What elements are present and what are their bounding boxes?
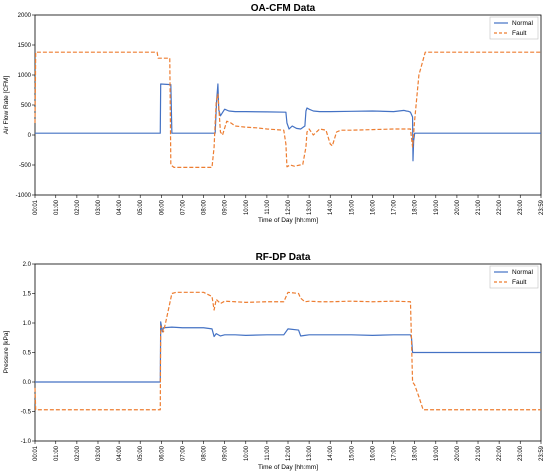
y-tick-label: 1000: [18, 73, 32, 79]
series-line-fault: [34, 291, 541, 411]
chart-oa-cfm: OA-CFM Data -1000 -500 0 500 1000 1500 2000 00…: [3, 3, 545, 224]
x-ticks: 00:01 01:00 02:00 03:00 04:00 05:00 06:00 07:00…: [33, 441, 545, 461]
x-tick-label: 04:00: [117, 445, 123, 461]
x-tick-label: 14:00: [328, 199, 334, 215]
legend: Normal Fault: [489, 265, 539, 289]
x-ticks: 00:01 01:00 02:00 03:00 04:00 05:00 06:00 07:00…: [33, 195, 545, 215]
legend-label-normal: Normal: [512, 269, 534, 276]
x-tick-label: 05:00: [138, 199, 144, 215]
x-tick-label: 00:01: [33, 199, 39, 215]
series-lines: [34, 291, 541, 411]
x-tick-label: 09:00: [223, 199, 229, 215]
y-tick-label: 2000: [18, 13, 32, 19]
x-tick-label: 17:00: [392, 445, 398, 461]
x-tick-label: 02:00: [75, 445, 81, 461]
x-tick-label: 10:00: [244, 445, 250, 461]
x-tick-label: 09:00: [223, 445, 229, 461]
x-tick-label: 22:00: [497, 445, 503, 461]
x-tick-label: 13:00: [307, 199, 313, 215]
y-tick-label: -1000: [16, 193, 32, 199]
x-tick-label: 07:00: [180, 199, 186, 215]
x-tick-label: 21:00: [476, 199, 482, 215]
legend-label-fault: Fault: [512, 279, 527, 286]
x-tick-label: 21:00: [476, 445, 482, 461]
x-tick-label: 07:00: [180, 445, 186, 461]
x-tick-label: 17:00: [392, 199, 398, 215]
x-tick-label: 23:59: [539, 199, 545, 215]
y-tick-label: 0.0: [23, 380, 32, 386]
legend-label-fault: Fault: [512, 30, 527, 37]
series-line-normal: [35, 83, 541, 162]
x-tick-label: 05:00: [138, 445, 144, 461]
x-tick-label: 08:00: [202, 445, 208, 461]
x-tick-label: 10:00: [244, 199, 250, 215]
x-tick-label: 23:59: [539, 445, 545, 461]
y-ticks: -1000 -500 0 500 1000 1500 2000: [16, 13, 35, 199]
y-tick-label: 0.5: [23, 351, 32, 357]
x-tick-label: 13:00: [307, 445, 313, 461]
x-tick-label: 15:00: [349, 445, 355, 461]
x-tick-label: 08:00: [202, 199, 208, 215]
x-axis-label: Time of Day [hh:mm]: [258, 464, 318, 471]
x-tick-label: 19:00: [434, 199, 440, 215]
x-tick-label: 16:00: [370, 199, 376, 215]
plot-frame: [34, 14, 542, 196]
y-tick-label: 1.0: [23, 321, 32, 327]
y-axis-label: Air Flow Rate [CFM]: [3, 76, 10, 135]
y-tick-label: -0.5: [21, 410, 32, 416]
series-line-fault: [34, 51, 541, 168]
x-tick-label: 16:00: [370, 445, 376, 461]
y-tick-label: 2.0: [23, 262, 32, 268]
x-tick-label: 18:00: [413, 199, 419, 215]
x-tick-label: 19:00: [434, 445, 440, 461]
x-tick-label: 12:00: [286, 445, 292, 461]
x-tick-label: 12:00: [286, 199, 292, 215]
x-tick-label: 00:01: [33, 445, 39, 461]
x-tick-label: 06:00: [159, 445, 165, 461]
x-tick-label: 01:00: [54, 199, 60, 215]
x-tick-label: 03:00: [96, 199, 102, 215]
chart-title: RF-DP Data: [256, 252, 311, 263]
y-tick-label: 0: [28, 133, 32, 139]
x-tick-label: 03:00: [96, 445, 102, 461]
x-tick-label: 18:00: [413, 445, 419, 461]
x-tick-label: 22:00: [497, 199, 503, 215]
legend: Normal Fault: [489, 16, 539, 40]
y-tick-label: 1.5: [23, 292, 32, 298]
y-axis-label: Pressure [kPa]: [3, 330, 10, 373]
chart-title: OA-CFM Data: [251, 3, 316, 14]
x-tick-label: 04:00: [117, 199, 123, 215]
x-tick-label: 14:00: [328, 445, 334, 461]
x-tick-label: 02:00: [75, 199, 81, 215]
x-tick-label: 23:00: [518, 199, 524, 215]
y-tick-label: 1500: [18, 43, 32, 49]
x-axis-label: Time of Day [hh:mm]: [258, 217, 318, 224]
x-tick-label: 20:00: [455, 445, 461, 461]
x-tick-label: 06:00: [159, 199, 165, 215]
y-ticks: -1.0 -0.5 0.0 0.5 1.0 1.5 2.0: [21, 262, 35, 445]
x-tick-label: 11:00: [265, 199, 271, 214]
x-tick-label: 23:00: [518, 445, 524, 461]
x-tick-label: 11:00: [265, 445, 271, 460]
legend-label-normal: Normal: [512, 20, 534, 27]
x-tick-label: 15:00: [349, 199, 355, 215]
x-tick-label: 01:00: [54, 445, 60, 461]
y-tick-label: -1.0: [21, 439, 32, 445]
series-line-normal: [35, 321, 541, 383]
x-tick-label: 20:00: [455, 199, 461, 215]
y-tick-label: -500: [19, 163, 32, 169]
chart-rf-dp: RF-DP Data -1.0 -0.5 0.0 0.5 1.0 1.5 2.0 00:01…: [3, 252, 545, 471]
y-tick-label: 500: [21, 103, 32, 109]
series-lines: [34, 51, 541, 168]
